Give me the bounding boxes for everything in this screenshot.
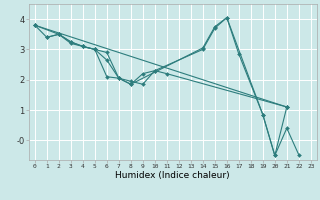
X-axis label: Humidex (Indice chaleur): Humidex (Indice chaleur) (116, 171, 230, 180)
